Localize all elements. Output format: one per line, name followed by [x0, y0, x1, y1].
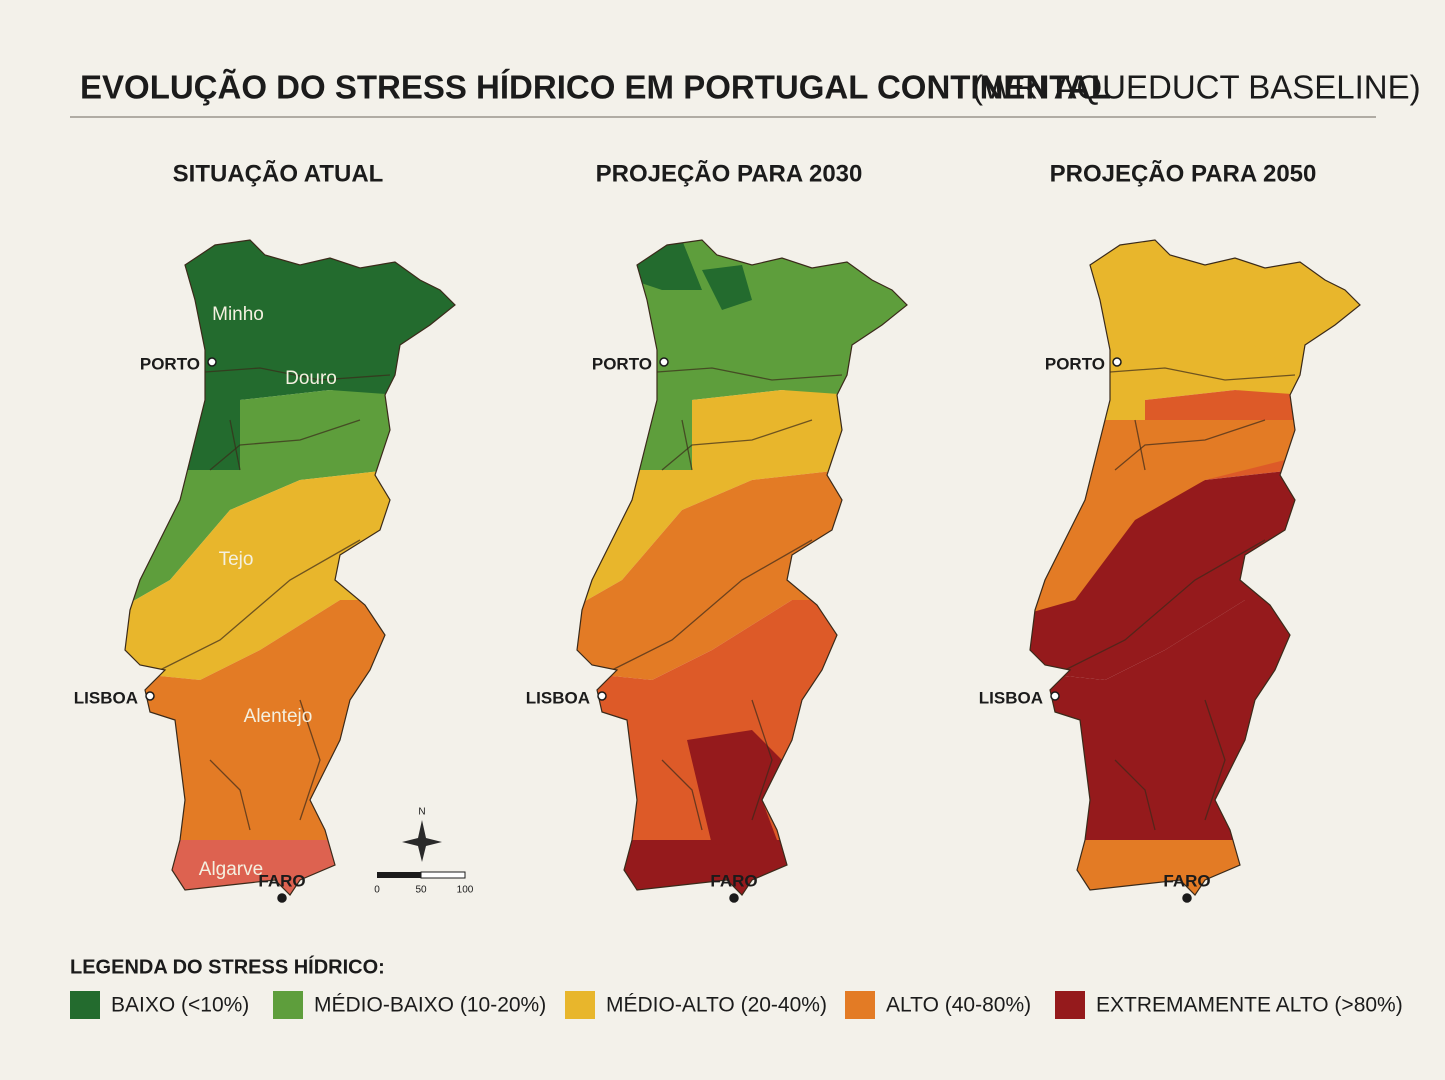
river — [1109, 367, 1296, 381]
river — [1114, 759, 1156, 831]
river — [1134, 419, 1146, 471]
river — [159, 539, 361, 671]
city-label: PORTO — [1045, 354, 1105, 373]
stress-region — [125, 390, 455, 620]
legend-label: EXTREMAMENTE ALTO (>80%) — [1096, 994, 1403, 1017]
city-dot — [145, 691, 155, 701]
river — [204, 367, 391, 381]
river — [661, 419, 813, 471]
legend-label: BAIXO (<10%) — [111, 994, 249, 1017]
map-regions — [125, 240, 455, 895]
legend-label: MÉDIO-BAIXO (10-20%) — [314, 994, 546, 1017]
region-label: Tejo — [219, 549, 254, 570]
river — [661, 759, 703, 831]
river — [209, 759, 251, 831]
stress-region — [577, 390, 907, 620]
legend-swatch — [70, 991, 100, 1019]
river — [1114, 419, 1266, 471]
coastline — [576, 239, 908, 896]
map-regions — [577, 240, 907, 895]
map: PORTO LISBOA FARO — [526, 239, 908, 903]
region-label: Alentejo — [244, 706, 313, 727]
city-dot — [597, 691, 607, 701]
legend-title: LEGENDA DO STRESS HÍDRICO: — [70, 955, 385, 978]
map: PORTO LISBOA FARO — [979, 239, 1361, 903]
compass-rose — [402, 820, 442, 862]
scale-label: 50 — [415, 885, 427, 896]
city-dot — [207, 357, 217, 367]
city-dot — [729, 893, 739, 903]
river — [681, 419, 693, 471]
legend-label: ALTO (40-80%) — [886, 994, 1031, 1017]
river — [1204, 699, 1226, 821]
coastline — [1029, 239, 1361, 896]
river — [656, 367, 843, 381]
scale-bar — [377, 872, 421, 878]
legend-swatch — [565, 991, 595, 1019]
scale-label: 0 — [374, 885, 380, 896]
city-label: LISBOA — [74, 688, 138, 707]
city-label: LISBOA — [979, 688, 1043, 707]
region-label: Algarve — [199, 859, 263, 880]
river — [611, 539, 813, 671]
city-dot — [277, 893, 287, 903]
stress-region — [702, 265, 752, 310]
city-dot — [1112, 357, 1122, 367]
region-label: Douro — [285, 368, 337, 389]
river — [209, 419, 361, 471]
title: EVOLUÇÃO DO STRESS HÍDRICO EM PORTUGAL C… — [80, 69, 1111, 106]
scale-bar — [420, 871, 466, 879]
legend-swatch — [845, 991, 875, 1019]
city-label: FARO — [710, 871, 757, 890]
stress-region — [687, 730, 782, 845]
river — [751, 699, 773, 821]
stress-region — [577, 470, 907, 680]
city-label: LISBOA — [526, 688, 590, 707]
compass-north: N — [418, 807, 425, 818]
city-label: PORTO — [592, 354, 652, 373]
city-label: PORTO — [140, 354, 200, 373]
map: PORTO LISBOA FARO Minho Douro Tejo Alentejo Alg… — [74, 239, 456, 903]
city-dot — [1050, 691, 1060, 701]
panel-title: PROJEÇÃO PARA 2050 — [1050, 159, 1317, 187]
region-label: Minho — [212, 304, 264, 325]
coastline — [124, 239, 456, 896]
map-regions — [1030, 240, 1360, 895]
stress-region — [1030, 420, 1360, 620]
legend-label: MÉDIO-ALTO (20-40%) — [606, 994, 827, 1017]
panel-title: SITUAÇÃO ATUAL — [173, 159, 384, 187]
stress-region — [125, 470, 455, 680]
city-label: FARO — [258, 871, 305, 890]
river — [299, 699, 321, 821]
river — [1064, 539, 1266, 671]
legend-swatch — [273, 991, 303, 1019]
scale-label: 100 — [457, 885, 474, 896]
panel-title: PROJEÇÃO PARA 2030 — [596, 159, 863, 187]
title-source: (WRI AQUEDUCT BASELINE) — [972, 69, 1421, 106]
city-dot — [1182, 893, 1192, 903]
legend-swatch — [1055, 991, 1085, 1019]
stress-region — [1030, 470, 1360, 680]
city-dot — [659, 357, 669, 367]
city-label: FARO — [1163, 871, 1210, 890]
river — [229, 419, 241, 471]
